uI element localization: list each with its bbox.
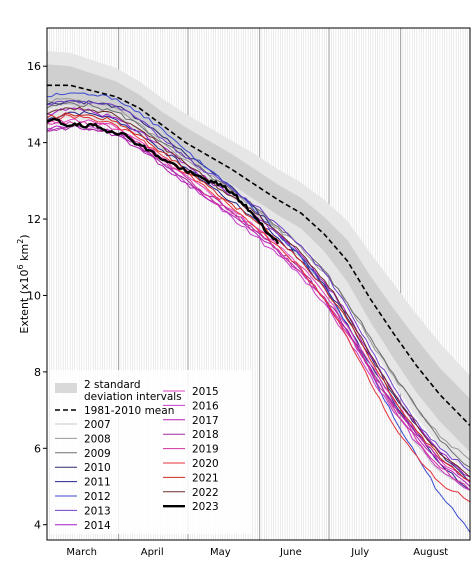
y-tick-label: 4 bbox=[34, 519, 41, 532]
series-line-2012 bbox=[46, 92, 471, 533]
series-line-2020 bbox=[46, 114, 471, 503]
legend-label-2023: 2023 bbox=[192, 501, 219, 513]
y-axis-label-close: ) bbox=[18, 234, 31, 238]
y-axis-label-main: Extent (x10 bbox=[18, 269, 31, 333]
legend-label-2018: 2018 bbox=[192, 429, 219, 441]
legend-label-2015: 2015 bbox=[192, 386, 219, 398]
series-line-2019 bbox=[46, 119, 471, 491]
legend-label-2012: 2012 bbox=[84, 491, 111, 503]
legend-band-label-1: 2 standard bbox=[84, 379, 141, 391]
legend-label-2014: 2014 bbox=[84, 520, 111, 532]
series-line-2022 bbox=[46, 106, 471, 478]
legend-label-2009: 2009 bbox=[84, 448, 111, 460]
year-series-lines bbox=[46, 92, 471, 533]
legend-label-2013: 2013 bbox=[84, 505, 111, 517]
legend-mean-label: 1981-2010 mean bbox=[84, 405, 174, 417]
month-label: March bbox=[66, 547, 96, 558]
legend-box bbox=[50, 370, 252, 534]
month-label: May bbox=[210, 547, 231, 558]
legend-label-2022: 2022 bbox=[192, 487, 219, 499]
mean-line bbox=[47, 84, 471, 426]
legend-label-2007: 2007 bbox=[84, 419, 111, 431]
legend-label-2021: 2021 bbox=[192, 472, 219, 484]
series-line-2021 bbox=[46, 112, 471, 482]
legend-label-2017: 2017 bbox=[192, 415, 219, 427]
month-label: August bbox=[413, 547, 448, 558]
plot-frame bbox=[46, 27, 471, 541]
legend-label-2011: 2011 bbox=[84, 477, 111, 489]
month-label: July bbox=[350, 547, 369, 558]
legend-band-label-2: deviation intervals bbox=[84, 391, 182, 403]
legend-band-swatch bbox=[55, 383, 77, 393]
legend-label-2008: 2008 bbox=[84, 433, 111, 445]
legend-label-2019: 2019 bbox=[192, 444, 219, 456]
legend-label-2016: 2016 bbox=[192, 400, 219, 412]
legend-label-2010: 2010 bbox=[84, 462, 111, 474]
y-tick-label: 8 bbox=[34, 366, 41, 379]
y-tick-label: 14 bbox=[27, 137, 41, 150]
month-label: April bbox=[141, 547, 164, 558]
y-tick-label: 6 bbox=[34, 442, 41, 455]
axes: 4 6 8 10 12 14 16 March April May June July August bbox=[27, 27, 471, 558]
y-tick-label: 16 bbox=[27, 60, 41, 73]
series-line-2011 bbox=[46, 111, 471, 491]
y-axis-label: Extent (x106 km2) bbox=[16, 234, 31, 333]
y-axis-label-sup: 6 bbox=[16, 264, 25, 269]
series-line-2023 bbox=[46, 117, 280, 245]
series-line-2013 bbox=[46, 99, 471, 472]
y-tick-label: 10 bbox=[27, 289, 41, 302]
mean-line-group bbox=[47, 84, 471, 426]
y-axis-label-sup2: 2 bbox=[16, 239, 25, 244]
legend-label-2020: 2020 bbox=[192, 458, 219, 470]
y-axis-label-unit: km bbox=[18, 244, 31, 265]
y-tick-label: 12 bbox=[27, 213, 41, 226]
month-label: June bbox=[279, 547, 302, 558]
